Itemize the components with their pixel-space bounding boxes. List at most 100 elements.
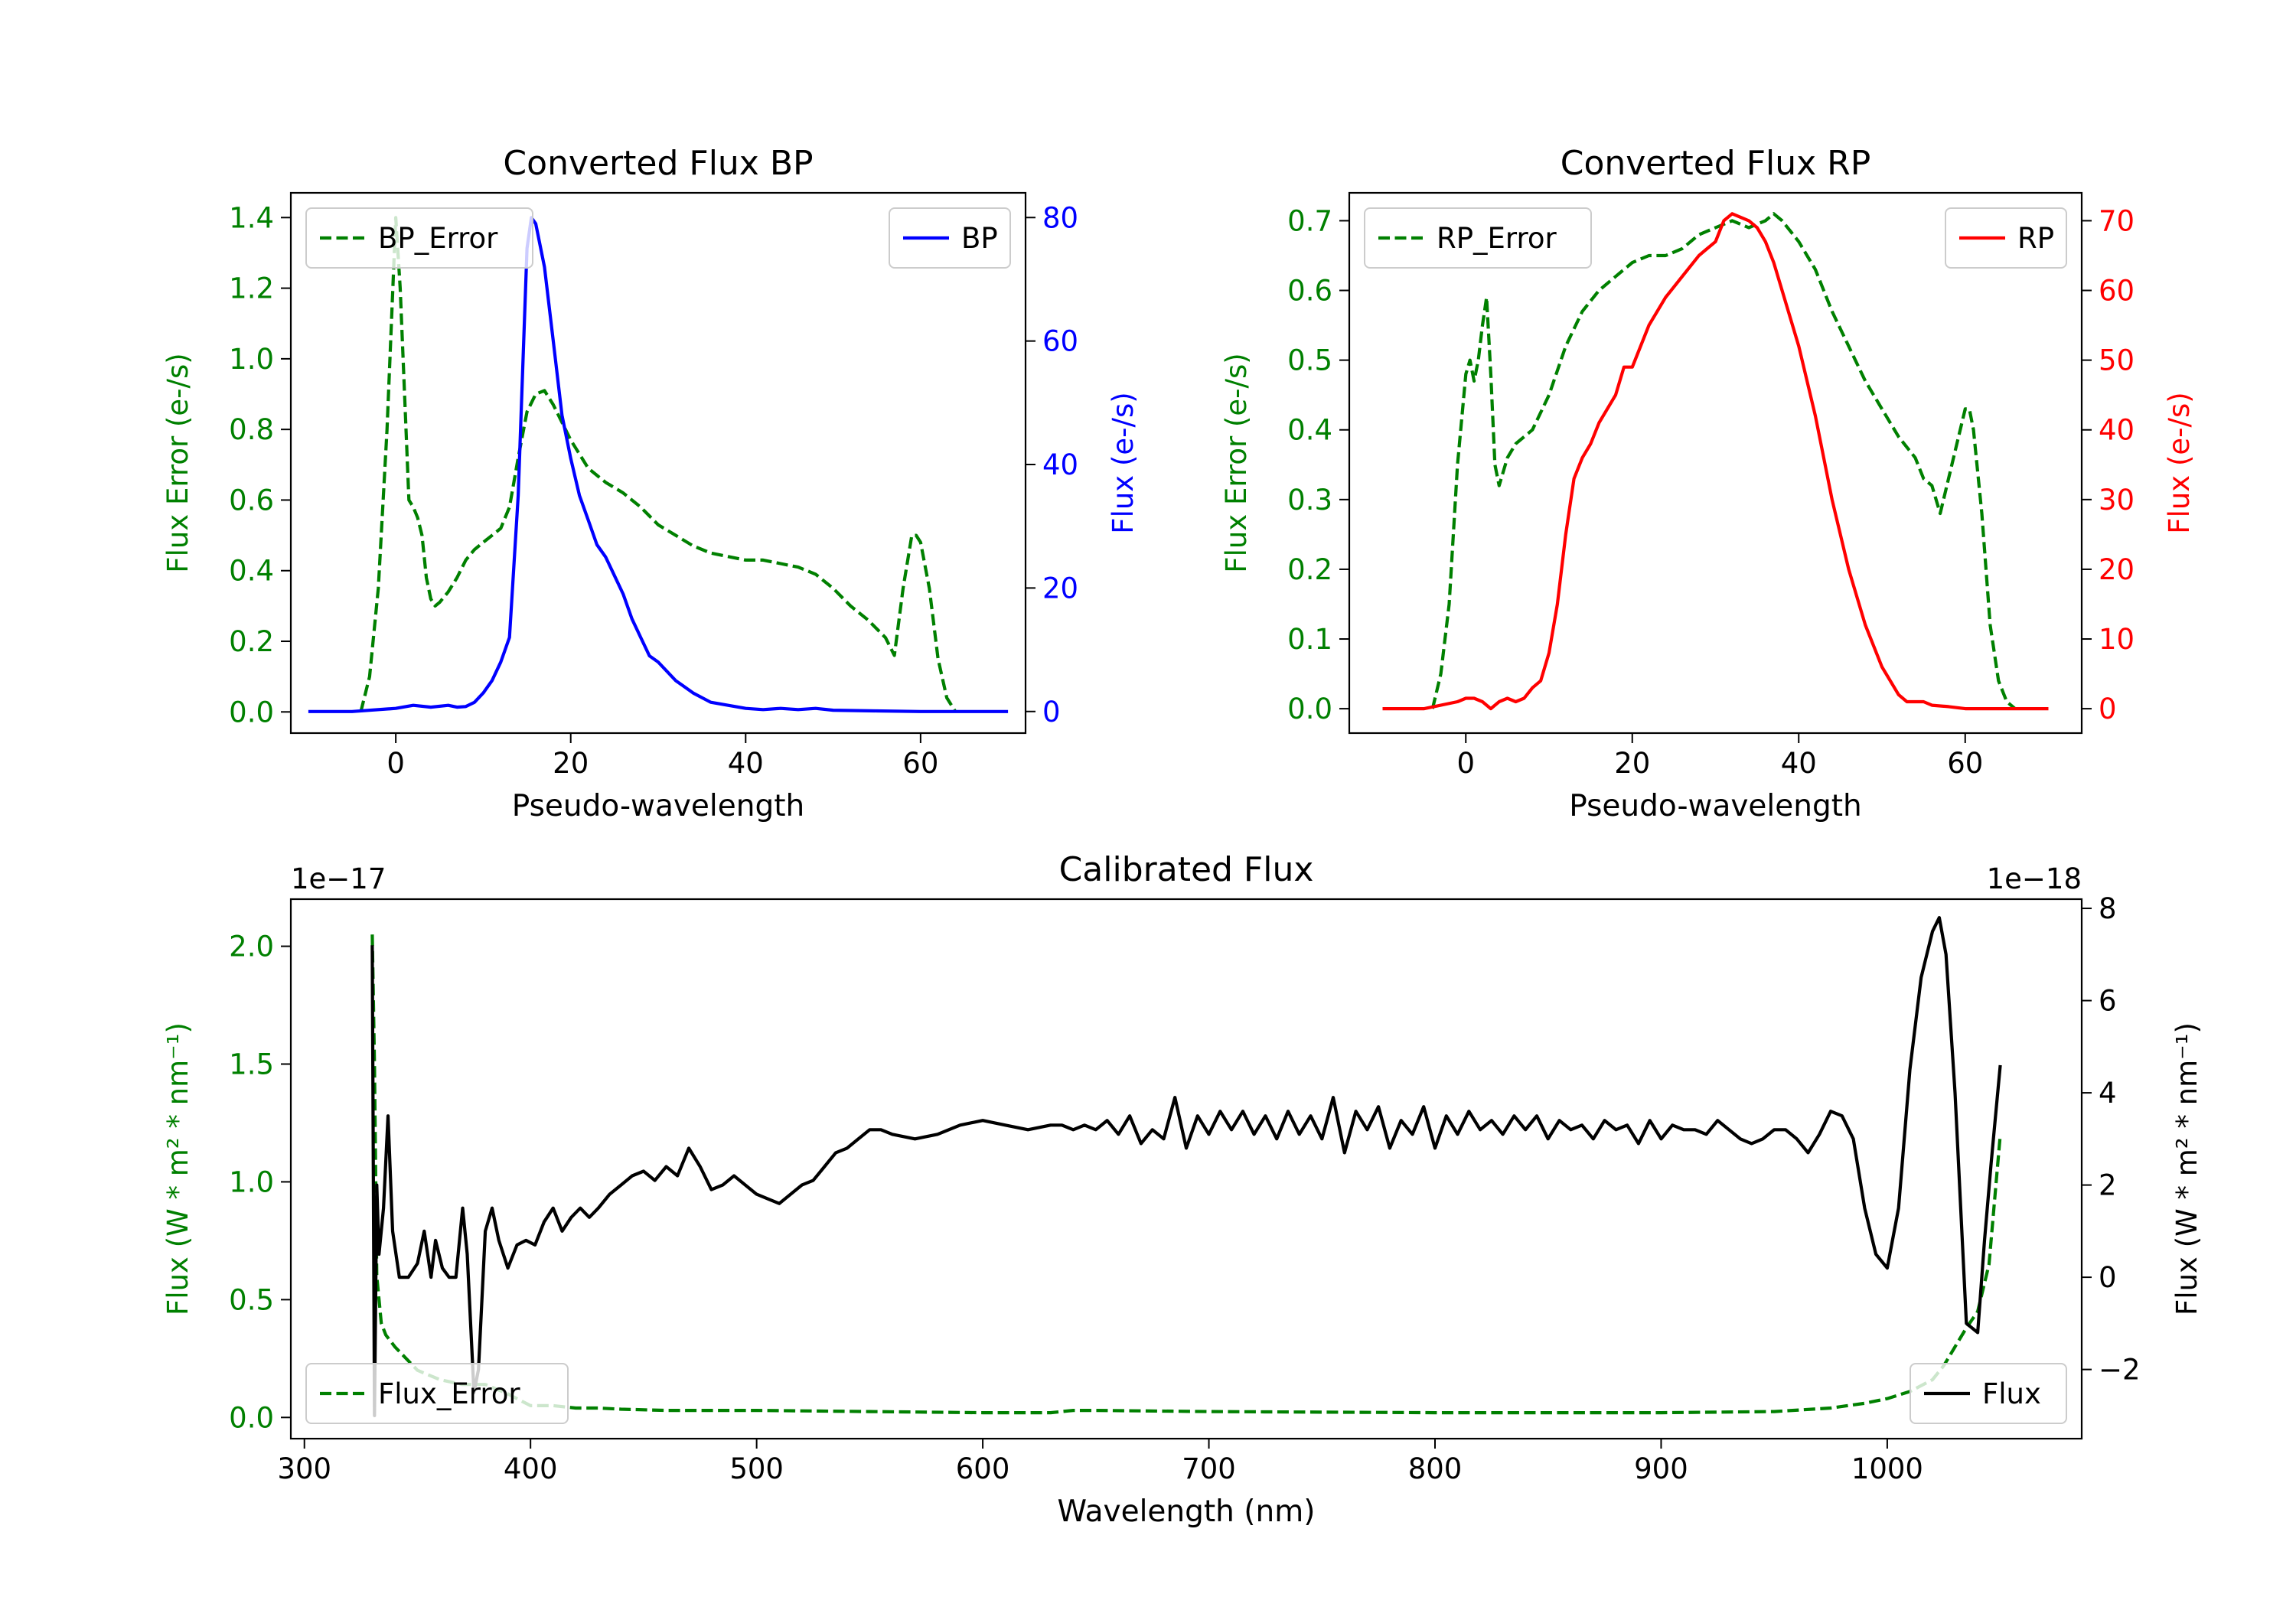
y-right-tick-label: 30 xyxy=(2099,484,2135,517)
legend-box xyxy=(305,1363,569,1424)
legend-box xyxy=(1945,207,2067,269)
legend-box xyxy=(889,207,1011,269)
legend-bp: BP xyxy=(889,207,1011,269)
y-left-tick-label: 0.7 xyxy=(1287,204,1332,237)
series-group xyxy=(370,916,2002,1417)
y-right-tick-label: 4 xyxy=(2099,1077,2117,1110)
x-tick-label: 40 xyxy=(1781,747,1817,780)
x-tick-label: 800 xyxy=(1408,1452,1463,1485)
legend-label: BP xyxy=(961,222,998,255)
y-right-tick-label: −2 xyxy=(2099,1354,2141,1387)
series-line-rp-error xyxy=(1430,212,2017,710)
y-left-tick-label: 1.2 xyxy=(229,272,274,305)
y-right-tick-label: 70 xyxy=(2099,204,2135,237)
x-tick-label: 40 xyxy=(728,747,764,780)
panel-rp: 0 20 40 60 0.0 0.1 0.2 0.3 0.4 0.5 0.6 0.7 0 10 20 30 40… xyxy=(1220,144,2196,823)
series-line-flux-error xyxy=(370,934,2002,1415)
series-line-bp-error xyxy=(359,216,957,713)
series-line-bp xyxy=(308,216,1009,713)
legend-label: Flux_Error xyxy=(378,1377,520,1410)
y-left-tick-label: 0.5 xyxy=(229,1283,274,1316)
y-right-tick-label: 8 xyxy=(2099,892,2117,925)
y-right-tick-label: 80 xyxy=(1042,201,1078,234)
y-left-tick-label: 0.2 xyxy=(1287,553,1332,586)
y-right-tick-label: 20 xyxy=(1042,572,1078,605)
x-axis-label: Pseudo-wavelength xyxy=(512,789,804,823)
x-tick-label: 0 xyxy=(386,747,405,780)
y-left-tick-label: 0.4 xyxy=(229,555,274,588)
y-right-tick-label: 50 xyxy=(2099,344,2135,377)
panel-calibrated: 300 400 500 600 700 800 900 1000 0.0 0.5 1.0 1.5 2.0… xyxy=(161,850,2203,1529)
y-right-tick-label: 40 xyxy=(1042,448,1078,481)
y-left-tick-label: 1.0 xyxy=(229,1165,274,1198)
chart-title: Converted Flux BP xyxy=(503,144,813,183)
y-right-tick-label: 0 xyxy=(2099,1261,2117,1294)
y-right-tick-label: 20 xyxy=(2099,553,2135,586)
y-right-axis-label: Flux (e-/s) xyxy=(1107,392,1140,533)
legend-flux-error: Flux_Error xyxy=(305,1363,569,1424)
x-tick-label: 600 xyxy=(956,1452,1010,1485)
y-left-tick-label: 0.3 xyxy=(1287,484,1332,517)
x-tick-label: 20 xyxy=(1614,747,1650,780)
y-left-axis-label: Flux Error (e-/s) xyxy=(161,353,194,572)
legend-box xyxy=(1364,207,1592,269)
x-tick-label: 20 xyxy=(553,747,589,780)
chart-title: Calibrated Flux xyxy=(1059,850,1314,889)
legend-label: RP xyxy=(2017,222,2054,255)
y-left-tick-label: 0.5 xyxy=(1287,344,1332,377)
legend-label: RP_Error xyxy=(1437,222,1557,255)
legend-box xyxy=(1910,1363,2067,1424)
y-right-offset-label: 1e−18 xyxy=(1987,862,2082,895)
legend-rp-error: RP_Error xyxy=(1364,207,1592,269)
series-line-flux xyxy=(370,916,2002,1417)
y-right-tick-label: 60 xyxy=(2099,275,2135,308)
y-left-tick-label: 0.4 xyxy=(1287,414,1332,447)
y-left-tick-label: 0.2 xyxy=(229,625,274,658)
y-left-tick-label: 0.0 xyxy=(229,696,274,729)
x-tick-label: 500 xyxy=(729,1452,784,1485)
y-left-axis-label: Flux Error (e-/s) xyxy=(1220,353,1253,572)
x-tick-label: 900 xyxy=(1634,1452,1688,1485)
plot-frame xyxy=(1348,191,2083,735)
legend-flux: Flux xyxy=(1910,1363,2067,1424)
y-left-tick-label: 0.6 xyxy=(229,484,274,517)
y-left-axis-label: Flux (W * m² * nm⁻¹) xyxy=(161,1022,194,1315)
legend-label: BP_Error xyxy=(378,222,498,255)
y-left-tick-label: 1.5 xyxy=(229,1048,274,1081)
y-left-tick-label: 0.0 xyxy=(1287,693,1332,725)
y-left-tick-label: 1.4 xyxy=(229,201,274,234)
x-axis-label: Wavelength (nm) xyxy=(1058,1495,1316,1529)
y-right-tick-label: 0 xyxy=(2099,693,2117,725)
x-tick-label: 400 xyxy=(504,1452,558,1485)
plot-frame xyxy=(289,898,2083,1440)
x-tick-label: 700 xyxy=(1182,1452,1236,1485)
chart-title: Converted Flux RP xyxy=(1561,144,1871,183)
y-right-tick-label: 10 xyxy=(2099,623,2135,656)
series-group xyxy=(308,216,1009,713)
x-tick-label: 0 xyxy=(1456,747,1475,780)
legend-bp-error: BP_Error xyxy=(305,207,533,269)
y-left-tick-label: 0.1 xyxy=(1287,623,1332,656)
y-right-tick-label: 2 xyxy=(2099,1169,2117,1202)
x-tick-label: 300 xyxy=(277,1452,331,1485)
y-right-axis-label: Flux (e-/s) xyxy=(2163,392,2196,533)
y-right-axis-label: Flux (W * m² * nm⁻¹) xyxy=(2170,1022,2203,1315)
x-tick-label: 60 xyxy=(902,747,938,780)
x-tick-label: 1000 xyxy=(1851,1452,1923,1485)
legend-label: Flux xyxy=(1982,1377,2041,1410)
y-left-tick-label: 0.0 xyxy=(229,1401,274,1434)
y-right-tick-label: 60 xyxy=(1042,325,1078,358)
legend-rp: RP xyxy=(1945,207,2067,269)
y-right-tick-label: 0 xyxy=(1042,696,1061,729)
y-right-tick-label: 40 xyxy=(2099,414,2135,447)
x-axis-label: Pseudo-wavelength xyxy=(1569,789,1861,823)
y-left-tick-label: 0.6 xyxy=(1287,275,1332,308)
y-right-tick-label: 6 xyxy=(2099,985,2117,1018)
series-line-rp xyxy=(1382,212,2049,711)
legend-box xyxy=(305,207,533,269)
x-tick-label: 60 xyxy=(1947,747,1983,780)
y-left-offset-label: 1e−17 xyxy=(291,862,386,895)
panel-bp: 0 20 40 60 0.0 0.2 0.4 0.6 0.8 1.0 1.2 1.4 0 20 40 60 80… xyxy=(161,144,1140,823)
y-left-tick-label: 1.0 xyxy=(229,343,274,376)
